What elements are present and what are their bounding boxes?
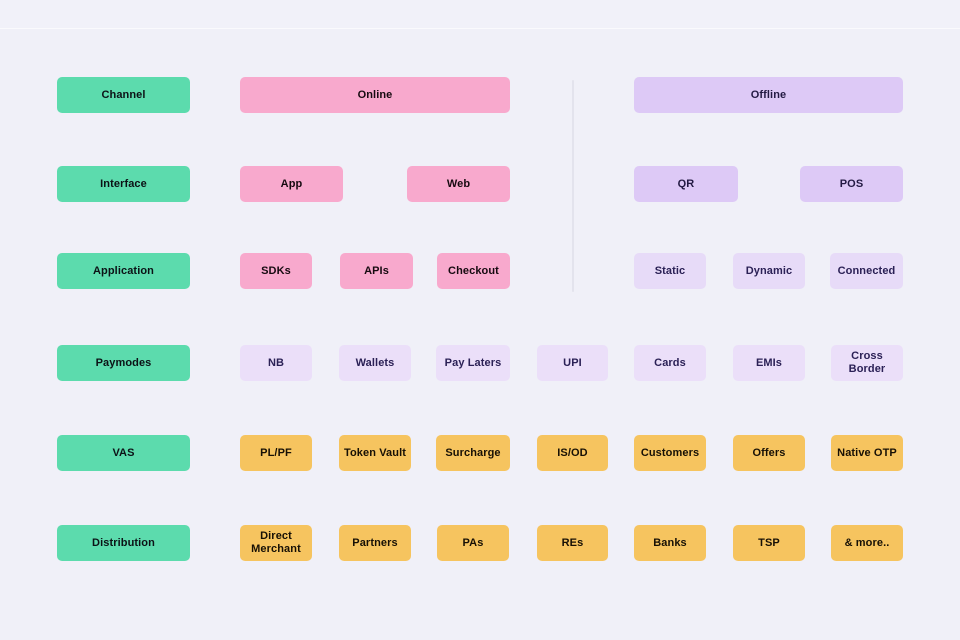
node-more: & more.. bbox=[831, 525, 903, 561]
top-band bbox=[0, 0, 960, 28]
frame-hairline bbox=[0, 28, 960, 29]
node-offers: Offers bbox=[733, 435, 805, 471]
row-label-distribution: Distribution bbox=[57, 525, 190, 561]
node-partners: Partners bbox=[339, 525, 411, 561]
row-label-channel: Channel bbox=[57, 77, 190, 113]
node-pay-laters: Pay Laters bbox=[436, 345, 510, 381]
node-dynamic: Dynamic bbox=[733, 253, 805, 289]
node-checkout: Checkout bbox=[437, 253, 510, 289]
node-app: App bbox=[240, 166, 343, 202]
node-native-otp: Native OTP bbox=[831, 435, 903, 471]
node-sdks: SDKs bbox=[240, 253, 312, 289]
node-qr: QR bbox=[634, 166, 738, 202]
node-connected: Connected bbox=[830, 253, 903, 289]
node-pas: PAs bbox=[437, 525, 509, 561]
row-label-paymodes: Paymodes bbox=[57, 345, 190, 381]
online-offline-divider bbox=[572, 80, 574, 292]
node-customers: Customers bbox=[634, 435, 706, 471]
node-res: REs bbox=[537, 525, 608, 561]
node-offline: Offline bbox=[634, 77, 903, 113]
node-upi: UPI bbox=[537, 345, 608, 381]
node-direct-merchant: Direct Merchant bbox=[240, 525, 312, 561]
node-token-vault: Token Vault bbox=[339, 435, 411, 471]
node-online: Online bbox=[240, 77, 510, 113]
node-wallets: Wallets bbox=[339, 345, 411, 381]
node-banks: Banks bbox=[634, 525, 706, 561]
node-tsp: TSP bbox=[733, 525, 805, 561]
node-pos: POS bbox=[800, 166, 903, 202]
node-surcharge: Surcharge bbox=[436, 435, 510, 471]
node-emis: EMIs bbox=[733, 345, 805, 381]
node-cross-border: Cross Border bbox=[831, 345, 903, 381]
node-pl-pf: PL/PF bbox=[240, 435, 312, 471]
node-nb: NB bbox=[240, 345, 312, 381]
row-label-interface: Interface bbox=[57, 166, 190, 202]
row-label-vas: VAS bbox=[57, 435, 190, 471]
node-cards: Cards bbox=[634, 345, 706, 381]
node-is-od: IS/OD bbox=[537, 435, 608, 471]
node-static: Static bbox=[634, 253, 706, 289]
node-apis: APIs bbox=[340, 253, 413, 289]
node-web: Web bbox=[407, 166, 510, 202]
row-label-application: Application bbox=[57, 253, 190, 289]
